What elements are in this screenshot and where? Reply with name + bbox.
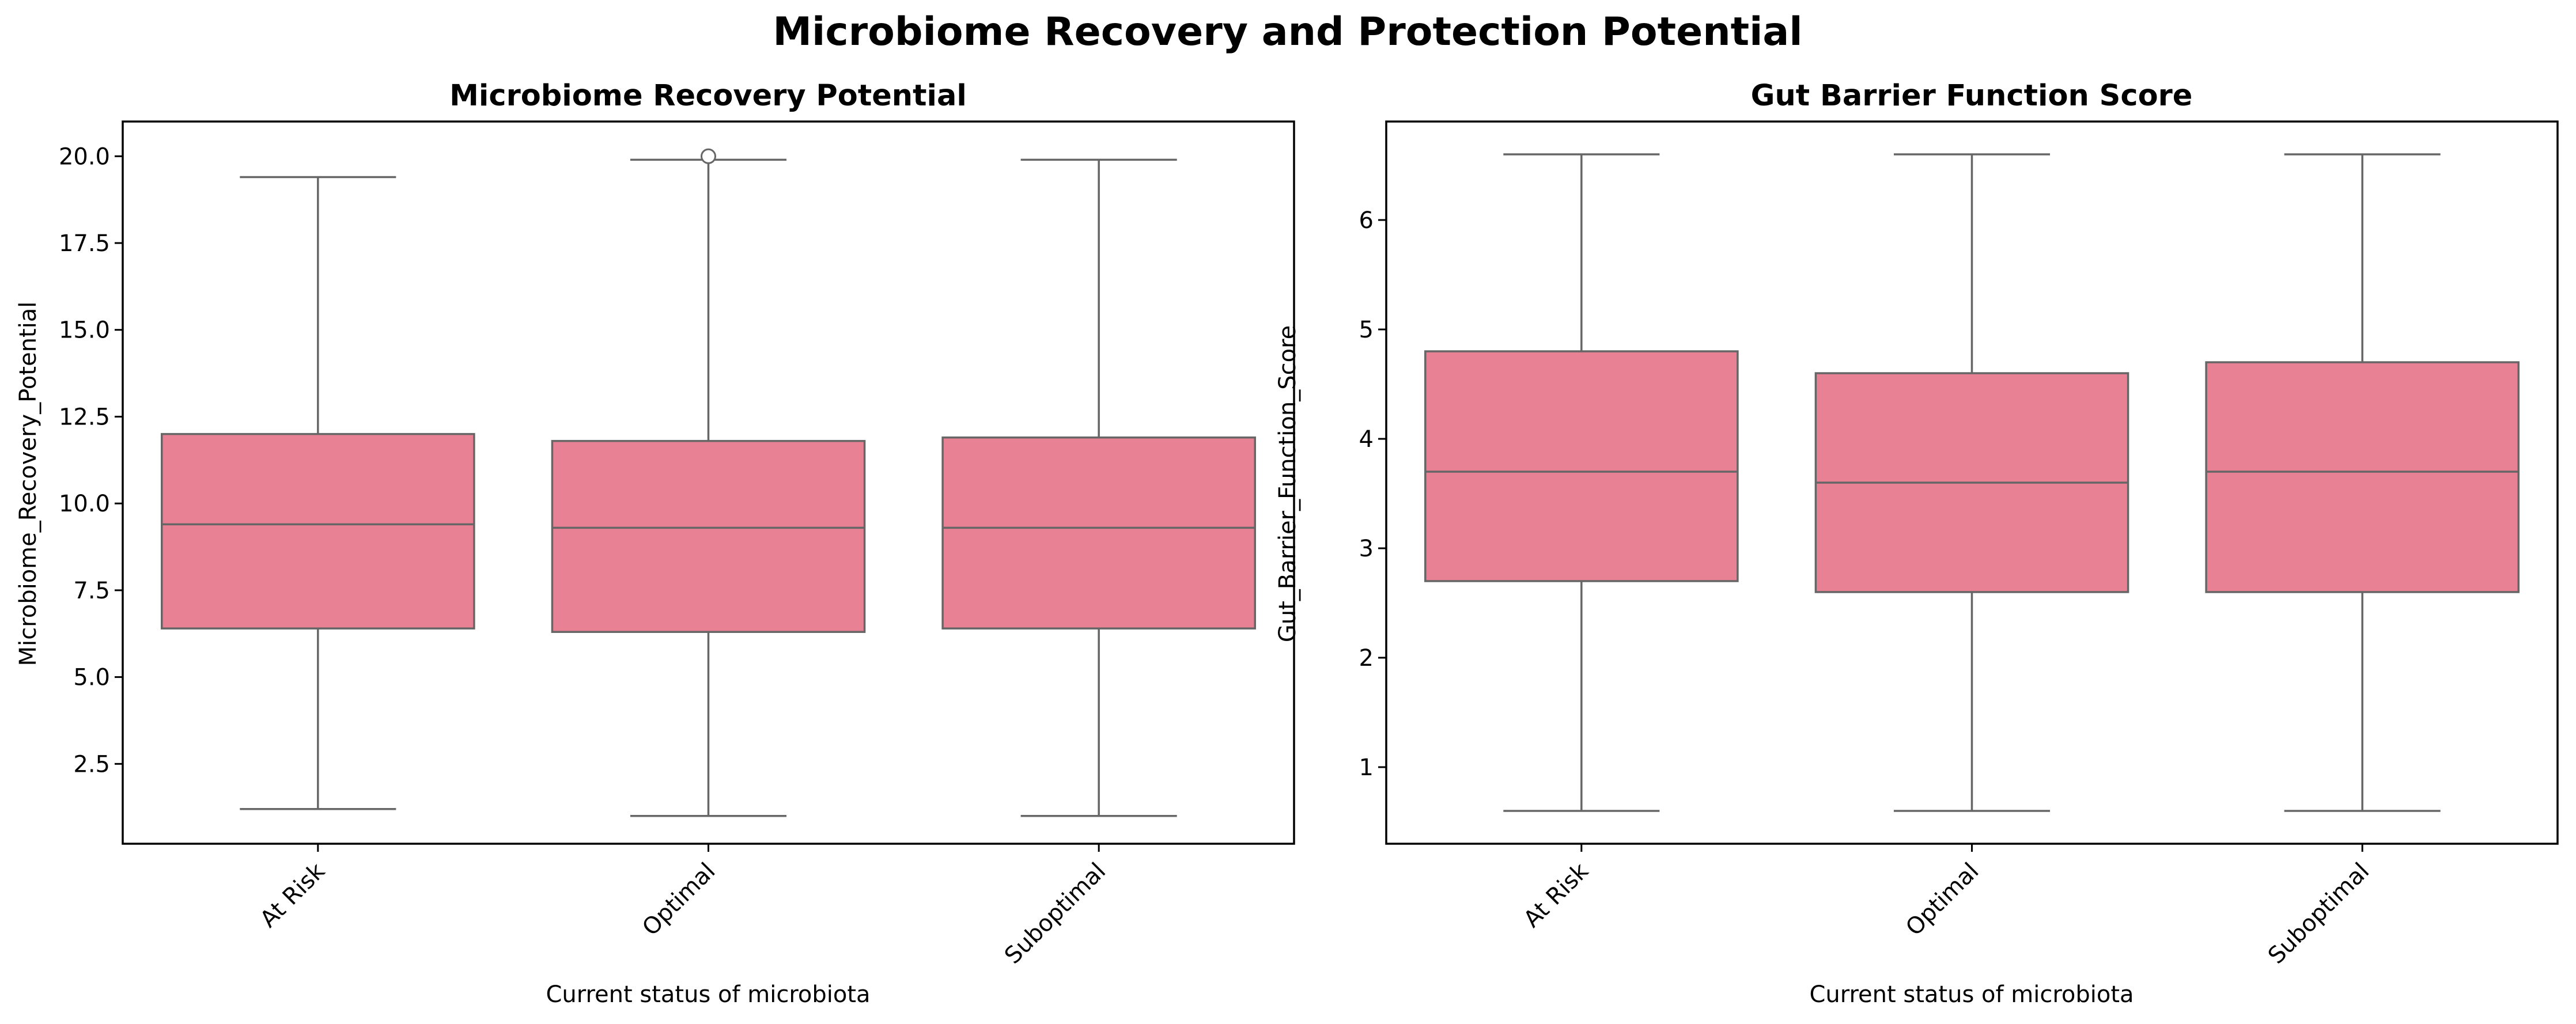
y-tick-label: 10.0 (59, 491, 110, 517)
y-tick-label: 2.5 (73, 751, 110, 778)
y-tick-label: 5 (1359, 317, 1374, 343)
y-tick-label: 15.0 (59, 317, 110, 344)
box-suboptimal (941, 158, 1256, 817)
y-tick-label: 17.5 (59, 230, 110, 257)
iqr-box (161, 433, 475, 629)
y-tick-label: 1 (1359, 754, 1374, 781)
y-tick-label: 12.5 (59, 404, 110, 430)
plot-area: 2.55.07.510.012.515.017.520.0At Risk Opti… (59, 143, 1256, 969)
x-axis-label: Current status of microbiota (1809, 981, 2134, 1008)
figure-suptitle: Microbiome Recovery and Protection Poten… (773, 9, 1802, 55)
box-at-risk (1424, 153, 1739, 812)
y-tick-label: 3 (1359, 536, 1374, 562)
y-axis-label: Microbiome_Recovery_Potential (15, 302, 41, 666)
axes-frame (1385, 120, 2559, 845)
y-tick-label: 4 (1359, 426, 1374, 453)
y-tick-label: 2 (1359, 645, 1374, 672)
iqr-box (1424, 350, 1739, 582)
x-axis-label: Current status of microbiota (546, 981, 870, 1008)
iqr-box (2205, 361, 2520, 593)
box-suboptimal (2205, 153, 2520, 812)
box-at-risk (161, 176, 475, 810)
panel-recovery-potential: Microbiome Recovery Potential Microbiome… (15, 79, 1295, 1008)
outlier-point (701, 148, 716, 164)
iqr-box (941, 436, 1256, 629)
y-axis-label: Gut_Barrier_Function_Score (1274, 325, 1301, 643)
y-tick-label: 6 (1359, 207, 1374, 234)
y-tick-label: 20.0 (59, 143, 110, 170)
panel-title: Gut Barrier Function Score (1751, 79, 2193, 113)
panel-gut-barrier-score: Gut Barrier Function Score Gut_Barrier_F… (1274, 79, 2559, 1008)
axes-frame (122, 120, 1295, 845)
box-optimal (1814, 153, 2129, 812)
panel-title: Microbiome Recovery Potential (449, 79, 967, 113)
y-tick-label: 5.0 (73, 665, 110, 691)
y-tick-label: 7.5 (73, 578, 110, 604)
iqr-box (551, 439, 866, 633)
box-optimal (551, 148, 866, 817)
